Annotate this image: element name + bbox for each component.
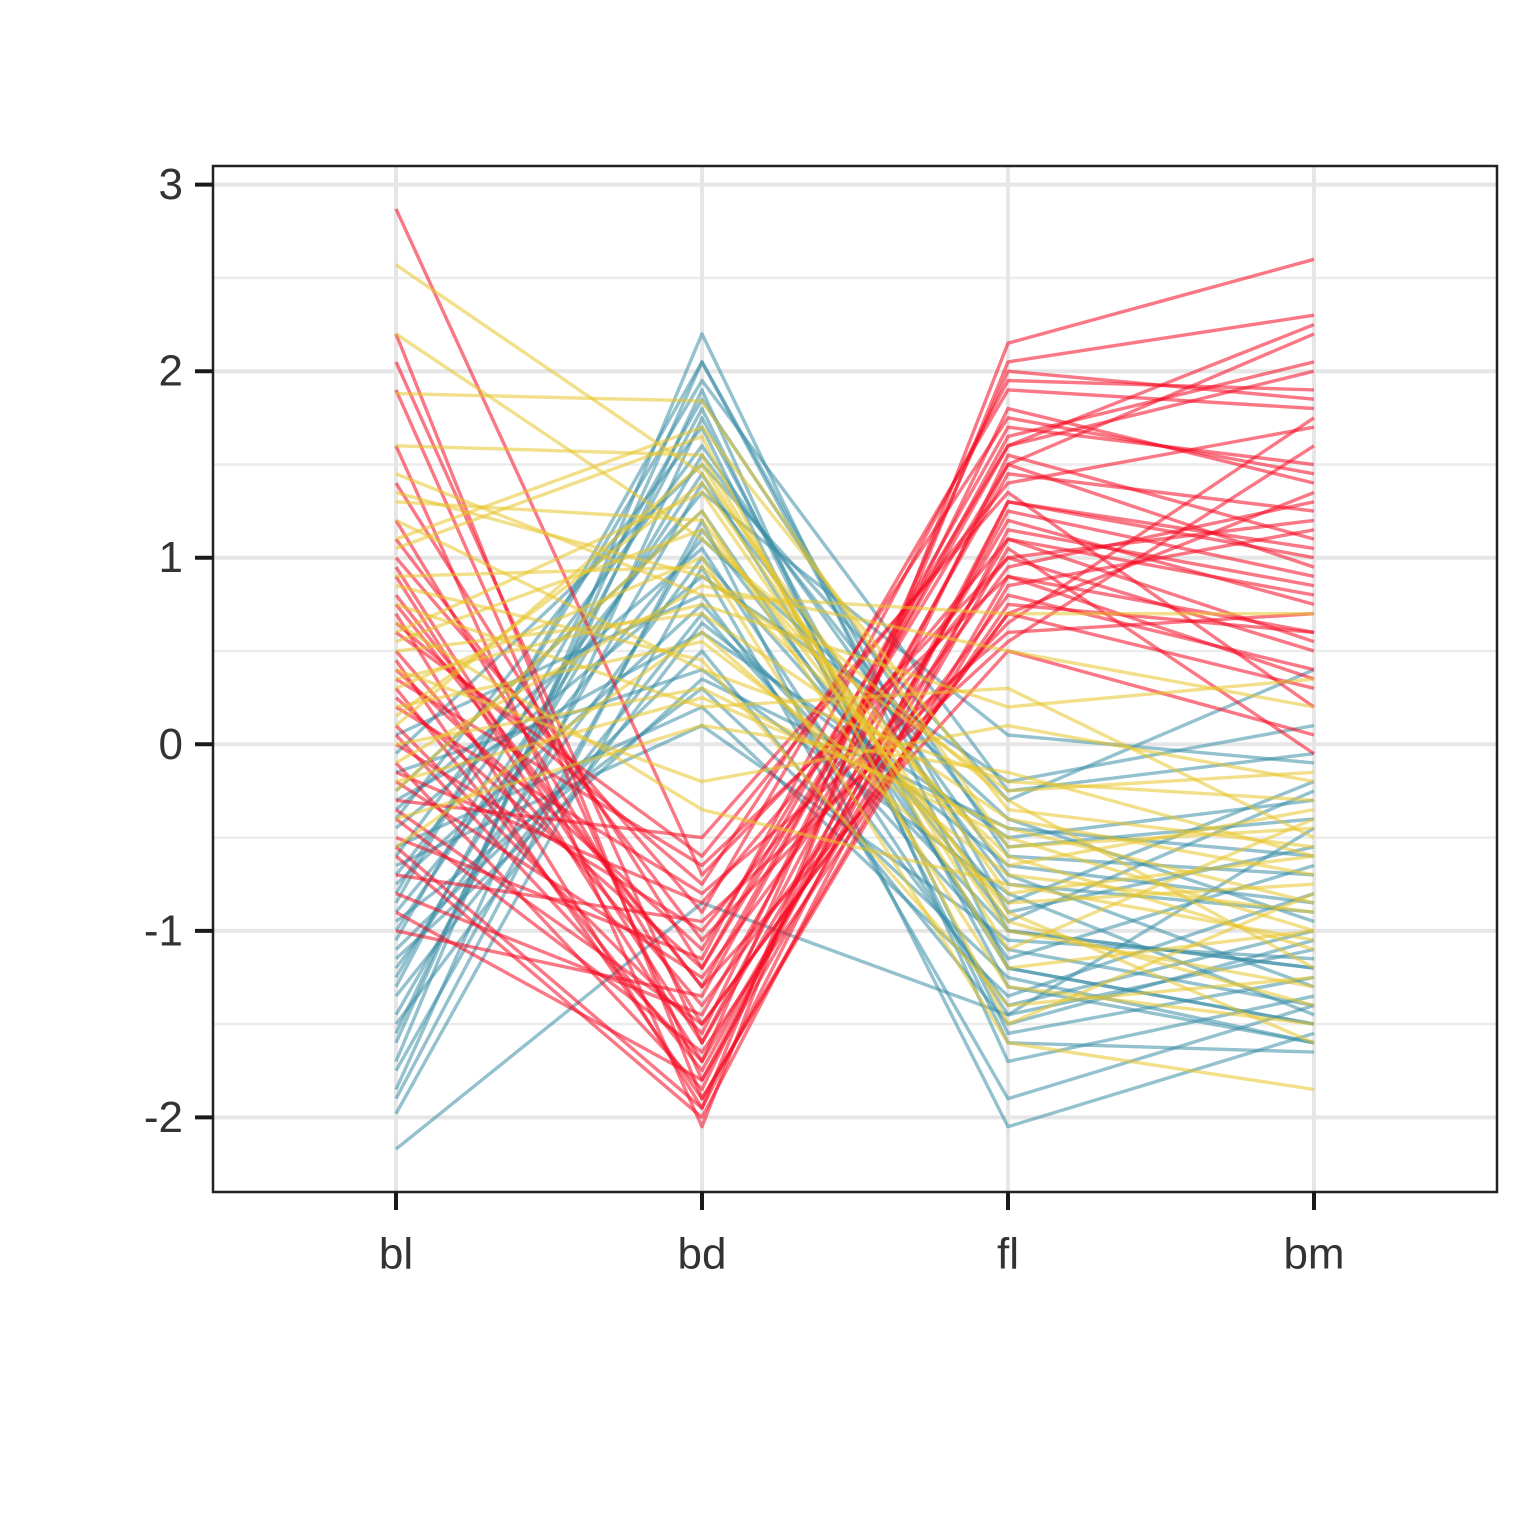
- y-tick-label: 2: [159, 347, 183, 396]
- x-tick-label-fl: fl: [997, 1230, 1019, 1279]
- series-line-group_a: [394, 518, 1315, 1045]
- series-line-group_c: [395, 490, 1315, 989]
- series-line-group_a: [394, 416, 1315, 886]
- series-line-group_a: [394, 528, 1315, 1101]
- series-line-group_c: [395, 584, 1315, 1008]
- series-line-group_a: [395, 490, 1315, 840]
- series-line-group_a: [394, 500, 1315, 1110]
- series-line-group_c: [395, 696, 1315, 905]
- series-line-group_c: [395, 612, 1315, 877]
- series-line-group_c: [395, 602, 1315, 709]
- series-line-group_c: [395, 668, 1315, 784]
- y-tick-label: 3: [159, 160, 183, 209]
- series-line-group_c: [394, 481, 1315, 1008]
- series-lines: [394, 208, 1315, 1151]
- series-line-group_a: [395, 546, 1315, 1082]
- series-line-group_c: [395, 425, 1315, 849]
- plot-panel-border: [211, 164, 1499, 1194]
- y-tick-label: 0: [159, 720, 183, 769]
- series-line-group_c: [395, 723, 1315, 858]
- series-line-group_c: [395, 490, 1315, 793]
- y-tick-label: 1: [159, 533, 183, 582]
- series-line-group_c: [395, 528, 1315, 868]
- axes: -2 -1 0 1 2 3 bl bd fl bm: [144, 160, 1345, 1278]
- series-line-group_b: [395, 705, 1315, 998]
- series-line-group_b: [394, 378, 1315, 895]
- series-line-group_a: [395, 472, 1315, 1017]
- series-line-group_b: [394, 490, 1315, 876]
- series-line-group_a: [394, 602, 1315, 1054]
- series-line-group_b: [394, 462, 1315, 802]
- series-line-group_c: [395, 621, 1315, 942]
- series-line-group_a: [394, 313, 1315, 1110]
- y-tick-label: -2: [144, 1093, 183, 1142]
- x-tick-label-bd: bd: [678, 1230, 727, 1279]
- series-line-group_a: [395, 490, 1315, 1026]
- x-tick-label-bm: bm: [1283, 1230, 1344, 1279]
- x-tick-label-bl: bl: [379, 1230, 413, 1279]
- y-tick-label: -1: [144, 906, 183, 955]
